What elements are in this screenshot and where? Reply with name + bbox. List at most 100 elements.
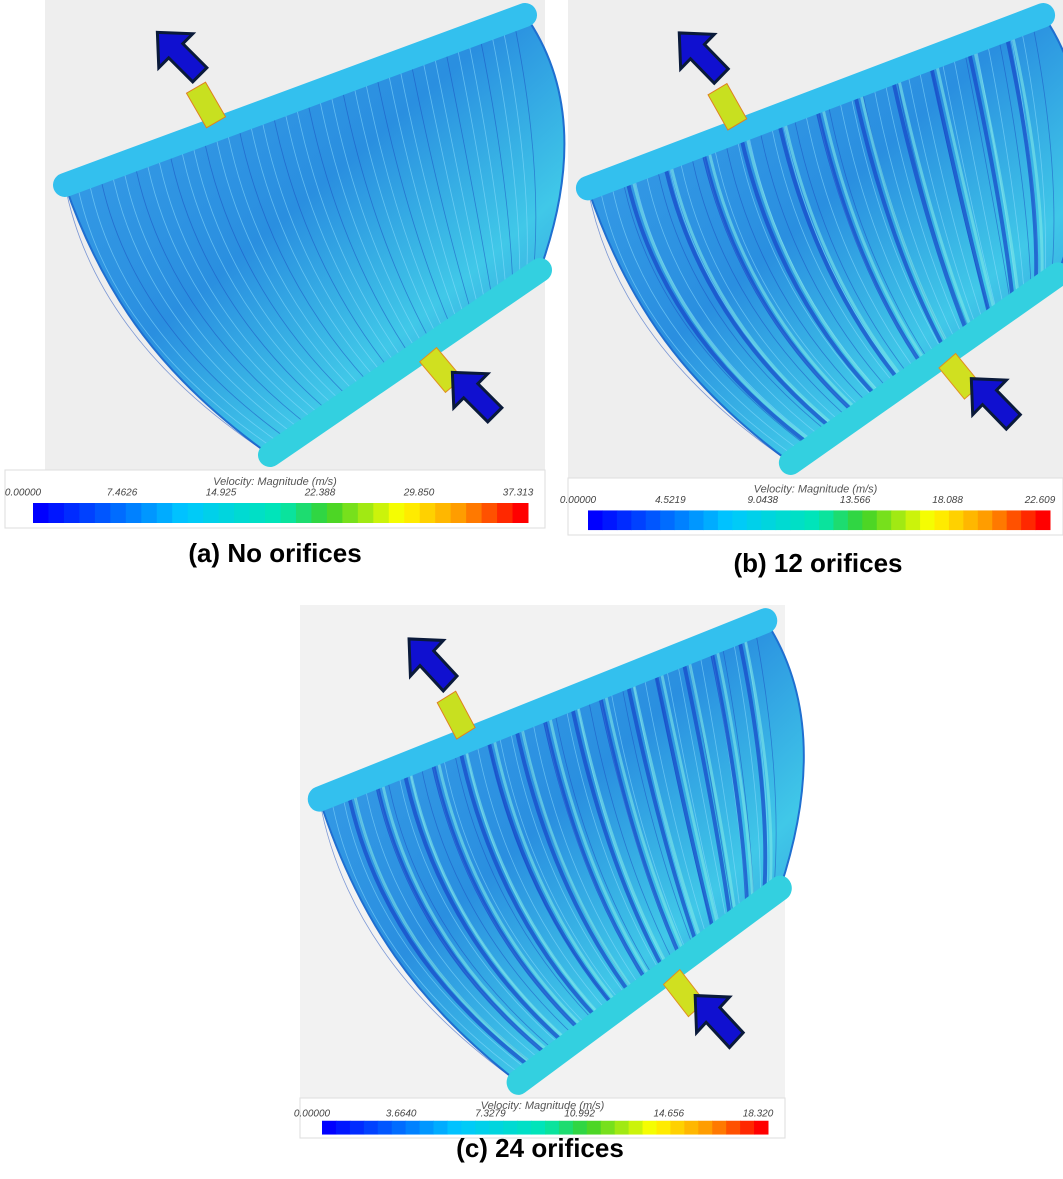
colorbar-swatch: [373, 503, 389, 523]
colorbar-swatch: [311, 503, 327, 523]
colorbar-tick-label: 3.6640: [386, 1109, 417, 1120]
colorbar-swatch: [126, 503, 142, 523]
colorbar-swatch: [949, 510, 964, 530]
colorbar-swatch: [740, 1121, 754, 1135]
colorbar-swatch: [296, 503, 312, 523]
colorbar-tick-label: 37.313: [503, 488, 534, 499]
colorbar-swatch: [336, 1121, 350, 1135]
colorbar-swatch: [350, 1121, 364, 1135]
caption: (b) 12 orifices: [733, 548, 902, 578]
colorbar-swatch: [420, 1121, 434, 1135]
colorbar-swatch: [877, 510, 892, 530]
colorbar-swatch: [862, 510, 877, 530]
colorbar-swatch: [588, 510, 603, 530]
colorbar-swatch: [670, 1121, 684, 1135]
colorbar-swatch: [718, 510, 733, 530]
colorbar-swatch: [203, 503, 219, 523]
colorbar-tick-label: 18.088: [932, 495, 963, 506]
colorbar-swatch: [420, 503, 436, 523]
caption: (c) 24 orifices: [456, 1133, 624, 1163]
colorbar-swatch: [378, 1121, 392, 1135]
colorbar-swatch: [250, 503, 266, 523]
colorbar-swatch: [1021, 510, 1036, 530]
colorbar-tick-label: 13.566: [840, 495, 871, 506]
colorbar-swatch: [747, 510, 762, 530]
colorbar-swatch: [978, 510, 993, 530]
colorbar-swatch: [513, 503, 529, 523]
colorbar-tick-label: 14.925: [206, 488, 237, 499]
colorbar-swatch: [698, 1121, 712, 1135]
colorbar-swatch: [64, 503, 80, 523]
colorbar-tick-label: 0.00000: [294, 1109, 331, 1120]
colorbar-swatch: [712, 1121, 726, 1135]
colorbar-swatch: [726, 1121, 740, 1135]
colorbar-swatch: [805, 510, 820, 530]
colorbar-swatch: [404, 503, 420, 523]
colorbar-tick-label: 0.00000: [560, 495, 597, 506]
colorbar-tick-label: 7.3279: [475, 1109, 506, 1120]
colorbar-swatch: [675, 510, 690, 530]
colorbar-tick-label: 22.609: [1024, 495, 1056, 506]
colorbar-swatch: [689, 510, 704, 530]
colorbar-swatch: [434, 1121, 448, 1135]
colorbar-swatch: [1036, 510, 1051, 530]
colorbar-swatch: [466, 503, 482, 523]
colorbar-swatch: [141, 503, 157, 523]
colorbar-swatch: [358, 503, 374, 523]
colorbar-swatch: [833, 510, 848, 530]
colorbar-tick-label: 14.656: [654, 1109, 685, 1120]
colorbar-swatch: [657, 1121, 671, 1135]
colorbar-swatch: [392, 1121, 406, 1135]
colorbar-swatch: [963, 510, 978, 530]
colorbar-tick-label: 9.0438: [748, 495, 779, 506]
page: {"panels": [ {"colorbar": {"title": "Vel…: [0, 0, 1063, 1174]
colorbar-title: Velocity: Magnitude (m/s): [754, 484, 878, 496]
colorbar-swatch: [819, 510, 834, 530]
colorbar-swatch: [935, 510, 950, 530]
colorbar-swatch: [920, 510, 935, 530]
colorbar-swatch: [342, 503, 358, 523]
colorbar-swatch: [1007, 510, 1022, 530]
colorbar-swatch: [281, 503, 297, 523]
colorbar-swatch: [157, 503, 173, 523]
colorbar-swatch: [451, 503, 467, 523]
colorbar-swatch: [646, 510, 661, 530]
colorbar-swatch: [497, 503, 513, 523]
colorbar-swatch: [992, 510, 1007, 530]
colorbar-swatch: [684, 1121, 698, 1135]
colorbar-swatch: [188, 503, 204, 523]
colorbar-swatch: [643, 1121, 657, 1135]
colorbar-swatch: [265, 503, 281, 523]
colorbar-swatch: [617, 510, 632, 530]
colorbar-swatch: [906, 510, 921, 530]
colorbar-swatch: [172, 503, 188, 523]
colorbar-swatch: [891, 510, 906, 530]
colorbar-swatch: [406, 1121, 420, 1135]
colorbar-swatch: [322, 1121, 336, 1135]
colorbar-swatch: [110, 503, 126, 523]
colorbar-swatch: [435, 503, 451, 523]
colorbar-tick-label: 29.850: [403, 488, 435, 499]
colorbar-swatch: [602, 510, 617, 530]
colorbar-swatch: [234, 503, 250, 523]
colorbar-tick-label: 18.320: [743, 1109, 774, 1120]
colorbar-swatch: [790, 510, 805, 530]
colorbar-swatch: [732, 510, 747, 530]
colorbar-swatch: [631, 510, 646, 530]
colorbar-tick-label: 4.5219: [655, 495, 686, 506]
colorbar-swatch: [848, 510, 863, 530]
colorbar-swatch: [776, 510, 791, 530]
colorbar-swatch: [482, 503, 498, 523]
colorbar-tick-label: 0.00000: [5, 488, 42, 499]
colorbar-swatch: [754, 1121, 768, 1135]
colorbar-swatch: [761, 510, 776, 530]
caption: (a) No orifices: [188, 538, 361, 568]
colorbar-tick-label: 10.992: [564, 1109, 595, 1120]
colorbar-swatch: [660, 510, 675, 530]
colorbar-swatch: [327, 503, 343, 523]
colorbar-swatch: [389, 503, 405, 523]
colorbar-swatch: [33, 503, 49, 523]
colorbar-swatch: [79, 503, 95, 523]
colorbar-swatch: [95, 503, 111, 523]
colorbar-title: Velocity: Magnitude (m/s): [213, 476, 337, 488]
